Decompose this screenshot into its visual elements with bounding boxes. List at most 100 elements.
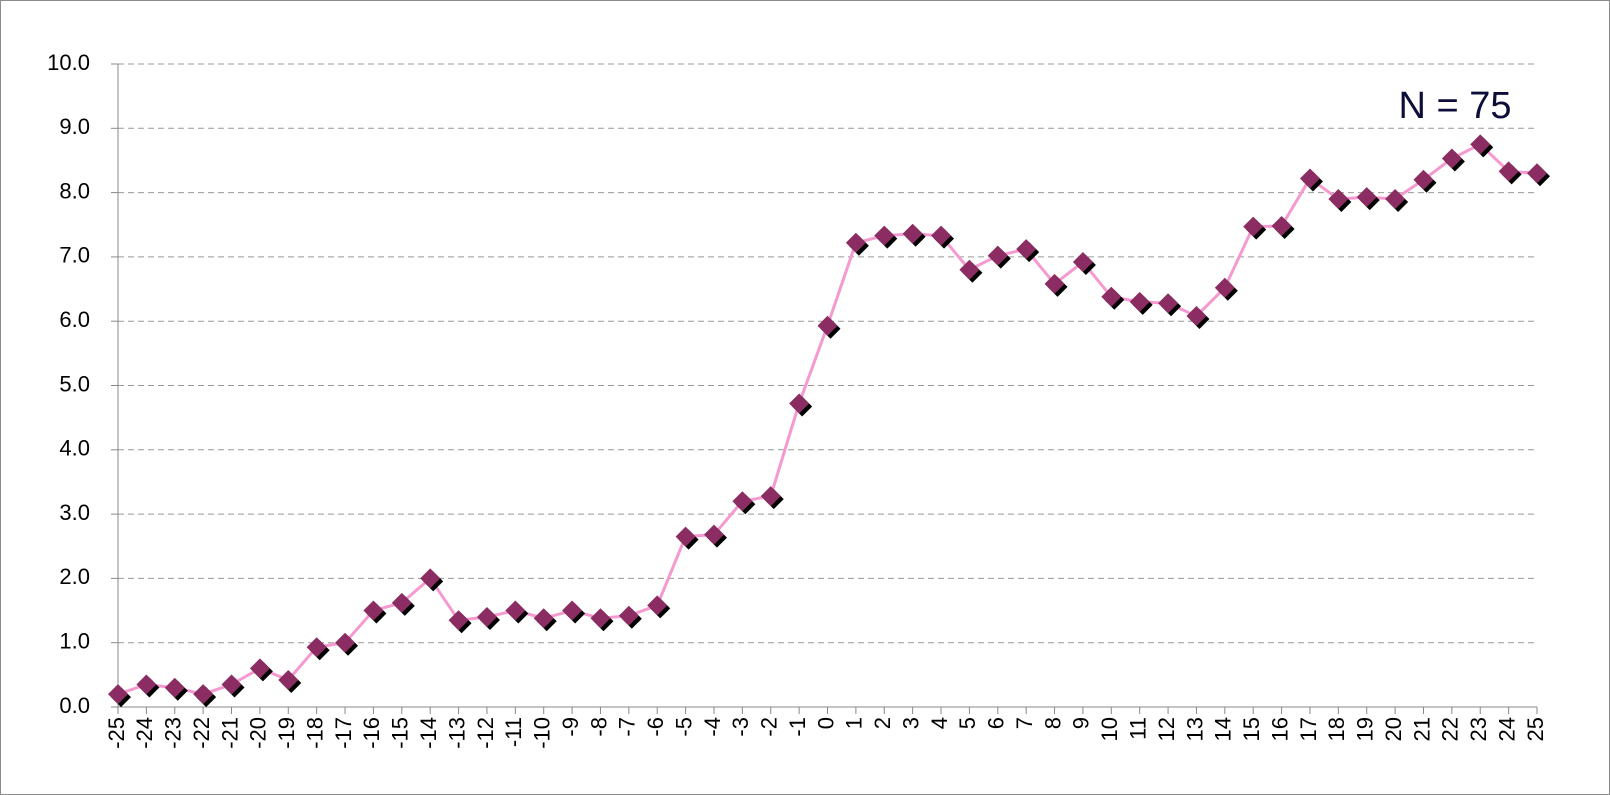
marker: [1271, 216, 1292, 237]
marker: [874, 225, 895, 246]
marker: [1129, 291, 1150, 312]
marker: [1214, 277, 1235, 298]
marker: [164, 677, 185, 698]
x-tick-label: -18: [302, 717, 327, 749]
marker: [590, 608, 611, 629]
x-tick-label: -7: [615, 717, 640, 737]
marker: [789, 393, 810, 414]
x-tick-label: -15: [388, 717, 413, 749]
x-tick-label: 2: [870, 717, 895, 729]
x-tick-label: -10: [530, 717, 555, 749]
marker: [1356, 187, 1377, 208]
annotation: N = 75: [1398, 85, 1511, 127]
marker: [732, 491, 753, 512]
x-tick-label: 15: [1239, 717, 1264, 741]
x-tick-label: 14: [1211, 717, 1236, 741]
y-tick-label: 2.0: [59, 564, 90, 589]
marker: [987, 245, 1008, 266]
marker: [278, 669, 299, 690]
marker: [136, 674, 157, 695]
marker: [193, 684, 214, 705]
marker: [533, 608, 554, 629]
marker: [1299, 168, 1320, 189]
x-tick-label: -6: [643, 717, 668, 737]
x-tick-label: -11: [501, 717, 526, 747]
x-tick-label: 22: [1438, 717, 1463, 741]
marker: [1072, 252, 1093, 273]
x-tick-label: -21: [217, 717, 242, 749]
x-tick-label: 16: [1267, 717, 1292, 741]
y-tick-label: 7.0: [59, 243, 90, 268]
x-tick-label: 8: [1040, 717, 1065, 729]
x-tick-label: 17: [1296, 717, 1321, 741]
x-tick-label: -13: [444, 717, 469, 749]
marker: [448, 610, 469, 631]
x-tick-label: 7: [1012, 717, 1037, 729]
marker: [959, 259, 980, 280]
x-tick-label: 18: [1324, 717, 1349, 741]
marker: [505, 600, 526, 621]
marker: [760, 486, 781, 507]
marker: [306, 637, 327, 658]
marker: [335, 632, 356, 653]
marker: [562, 600, 583, 621]
x-tick-label: 10: [1097, 717, 1122, 741]
marker: [647, 595, 668, 616]
x-tick-label: 3: [898, 717, 923, 729]
marker: [675, 526, 696, 547]
y-tick-label: 9.0: [59, 114, 90, 139]
x-tick-label: 0: [813, 717, 838, 729]
x-tick-label: 11: [1125, 717, 1150, 740]
x-tick-label: -2: [757, 717, 782, 737]
x-tick-label: -4: [700, 717, 725, 737]
x-tick-label: 9: [1069, 717, 1094, 729]
x-tick-label: -14: [416, 717, 441, 749]
marker: [1186, 306, 1207, 327]
x-tick-label: 6: [984, 717, 1009, 729]
y-tick-label: 5.0: [59, 371, 90, 396]
marker: [1158, 293, 1179, 314]
x-tick-label: 23: [1466, 717, 1491, 741]
marker: [1328, 189, 1349, 210]
marker: [1470, 134, 1491, 155]
marker: [817, 315, 838, 336]
x-tick-label: -3: [728, 717, 753, 737]
x-tick-label: -16: [359, 717, 384, 749]
x-tick-label: -23: [161, 717, 186, 749]
x-tick-label: 25: [1523, 717, 1548, 741]
x-tick-label: 5: [955, 717, 980, 729]
x-tick-label: 19: [1353, 717, 1378, 741]
x-tick-label: -25: [104, 717, 129, 749]
marker: [1101, 286, 1122, 307]
x-tick-label: 20: [1381, 717, 1406, 741]
x-tick-label: 24: [1494, 717, 1519, 741]
y-tick-label: 1.0: [59, 629, 90, 654]
marker: [249, 658, 270, 679]
marker: [391, 592, 412, 613]
marker: [1044, 273, 1065, 294]
marker: [476, 606, 497, 627]
y-tick-label: 8.0: [59, 178, 90, 203]
x-tick-label: 4: [927, 717, 952, 729]
x-tick-label: -1: [785, 717, 810, 737]
x-tick-label: 1: [842, 717, 867, 729]
x-tick-label: -22: [189, 717, 214, 749]
x-tick-label: -5: [671, 717, 696, 737]
marker: [845, 232, 866, 253]
x-tick-label: -12: [473, 717, 498, 749]
marker: [1441, 148, 1462, 169]
marker: [363, 600, 384, 621]
y-tick-label: 3.0: [59, 500, 90, 525]
y-tick-label: 4.0: [59, 436, 90, 461]
marker: [618, 605, 639, 626]
marker: [931, 225, 952, 246]
marker: [703, 524, 724, 545]
y-tick-label: 6.0: [59, 307, 90, 332]
marker: [1016, 239, 1037, 260]
x-tick-label: -17: [331, 717, 356, 749]
x-tick-label: -20: [246, 717, 271, 749]
marker: [902, 223, 923, 244]
x-tick-label: -19: [274, 717, 299, 749]
x-tick-label: 13: [1182, 717, 1207, 741]
